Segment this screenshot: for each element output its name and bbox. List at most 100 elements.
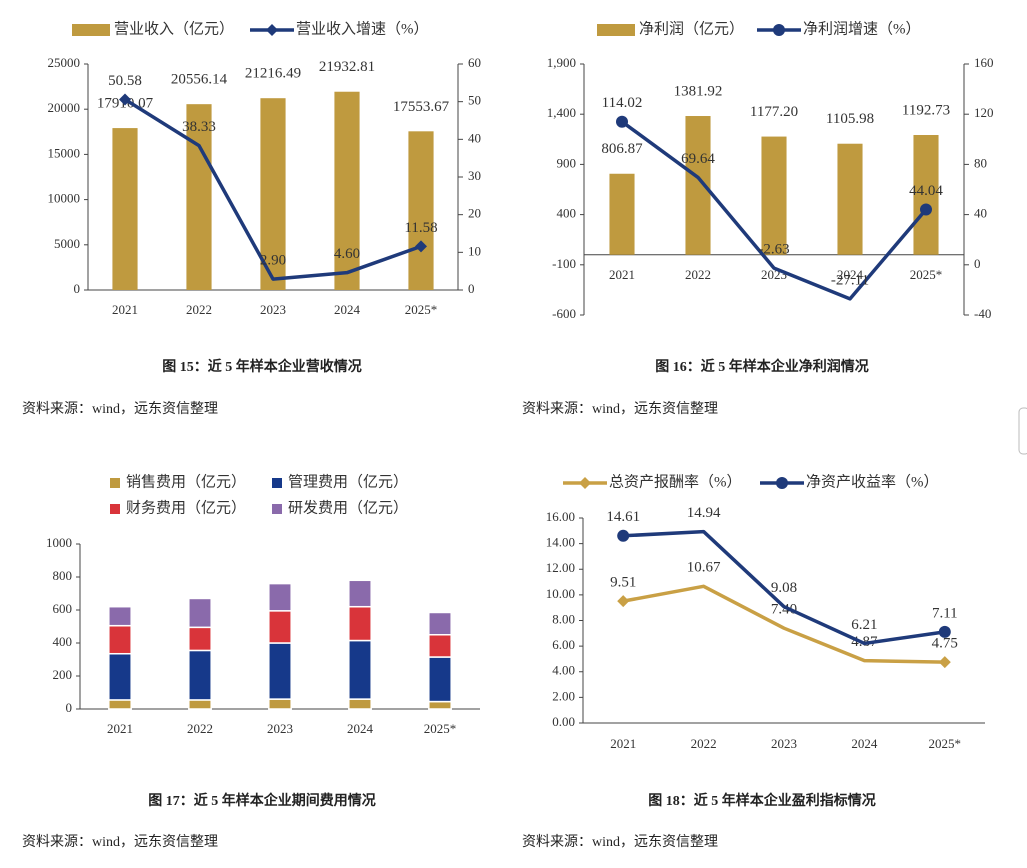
caption: 图 18：近 5 年样本企业盈利指标情况 — [648, 792, 876, 809]
y2-tick-label: 80 — [974, 155, 987, 170]
bar — [112, 128, 138, 290]
point — [119, 93, 131, 106]
bar-segment — [348, 698, 372, 710]
value-label: 9.08 — [771, 580, 797, 596]
y-tick-label: 14.00 — [546, 535, 575, 550]
bar — [408, 131, 434, 290]
y-tick-label: 200 — [53, 667, 73, 682]
value-label: 21216.49 — [245, 66, 301, 82]
legend-label: 营业收入（亿元） — [114, 20, 234, 37]
y2-tick-label: 120 — [974, 105, 994, 120]
value-label: 44.04 — [909, 183, 943, 199]
value-label: 9.51 — [610, 575, 636, 591]
y-tick-label: 600 — [53, 601, 73, 616]
y2-tick-label: 50 — [468, 93, 481, 108]
bar — [761, 136, 787, 255]
bar-segment — [268, 610, 292, 644]
scrollbar[interactable] — [1018, 407, 1027, 455]
value-label: 7.11 — [932, 605, 958, 621]
legend-swatch — [110, 504, 120, 514]
legend-swatch — [272, 478, 282, 488]
value-label: 4.60 — [334, 246, 360, 262]
y2-tick-label: 0 — [468, 281, 475, 296]
legend-label: 总资产报酬率（%） — [609, 473, 742, 490]
legend-label: 净利润（亿元） — [639, 20, 744, 37]
x-tick-label: 2023 — [771, 736, 797, 751]
value-label: 17553.67 — [393, 99, 450, 115]
x-tick-label: 2025* — [424, 721, 457, 736]
y-tick-label: 0.00 — [552, 714, 575, 729]
value-label: -27.11 — [831, 272, 869, 288]
y-tick-label: 1,900 — [547, 55, 576, 70]
point — [617, 595, 630, 608]
y2-tick-label: 0 — [974, 256, 981, 271]
y2-tick-label: 10 — [468, 243, 481, 258]
bar-segment — [188, 649, 212, 701]
source: 资料来源：wind，远东资信整理 — [22, 401, 218, 417]
y-tick-label: 900 — [557, 155, 577, 170]
value-label: 11.58 — [404, 220, 437, 236]
caption: 图 17：近 5 年样本企业期间费用情况 — [148, 792, 376, 809]
x-tick-label: 2025* — [910, 267, 943, 282]
bar-segment — [188, 626, 212, 652]
y-tick-label: 0 — [66, 700, 73, 715]
point — [616, 115, 628, 128]
y-tick-label: 1,400 — [547, 105, 576, 120]
bar-segment — [428, 634, 452, 658]
source: 资料来源：wind，远东资信整理 — [522, 834, 718, 850]
legend-marker — [776, 477, 788, 489]
x-tick-label: 2021 — [610, 736, 636, 751]
y2-tick-label: -40 — [974, 306, 991, 321]
x-tick-label: 2021 — [609, 267, 635, 282]
bar-segment — [268, 582, 292, 612]
bar-segment — [108, 699, 132, 710]
x-tick-label: 2025* — [405, 302, 438, 317]
bar — [913, 135, 939, 255]
y2-tick-label: 60 — [468, 55, 481, 70]
legend-marker — [266, 24, 278, 36]
value-label: -2.63 — [758, 242, 789, 258]
bar-segment — [108, 652, 132, 701]
bar — [260, 98, 286, 290]
value-label: 6.21 — [851, 617, 877, 633]
y-tick-label: 800 — [53, 568, 73, 583]
legend-marker — [579, 477, 591, 489]
x-tick-label: 2021 — [107, 721, 133, 736]
value-label: 69.64 — [681, 151, 715, 167]
value-label: 14.94 — [687, 505, 721, 521]
y-tick-label: 400 — [53, 634, 73, 649]
bar-segment — [428, 656, 452, 703]
value-label: 10.67 — [687, 560, 721, 576]
legend-label: 财务费用（亿元） — [126, 499, 246, 516]
legend-swatch — [597, 24, 635, 36]
y-tick-label: -100 — [552, 256, 576, 271]
bar-segment — [268, 642, 292, 700]
point — [938, 625, 951, 638]
value-label: 38.33 — [182, 119, 216, 135]
legend-label: 营业收入增速（%） — [296, 20, 429, 37]
bar-segment — [188, 597, 212, 629]
caption: 图 15：近 5 年样本企业营收情况 — [162, 358, 362, 375]
bar-segment — [268, 698, 292, 710]
point — [920, 203, 932, 216]
value-label: 50.58 — [108, 73, 142, 89]
bar-segment — [348, 579, 372, 608]
legend-label: 净资产收益率（%） — [806, 473, 939, 490]
x-tick-label: 2022 — [691, 736, 717, 751]
legend-marker — [773, 24, 785, 36]
point — [415, 240, 427, 253]
x-tick-label: 2021 — [112, 302, 138, 317]
x-tick-label: 2022 — [685, 267, 711, 282]
value-label: 1105.98 — [826, 111, 874, 127]
line — [622, 584, 945, 664]
y-tick-label: 15000 — [48, 145, 81, 160]
legend-swatch — [72, 24, 110, 36]
legend-swatch — [272, 504, 282, 514]
bar-segment — [188, 699, 212, 710]
bar — [609, 173, 635, 255]
y2-tick-label: 30 — [468, 168, 481, 183]
source: 资料来源：wind，远东资信整理 — [22, 834, 218, 850]
legend-label: 净利润增速（%） — [803, 20, 921, 37]
